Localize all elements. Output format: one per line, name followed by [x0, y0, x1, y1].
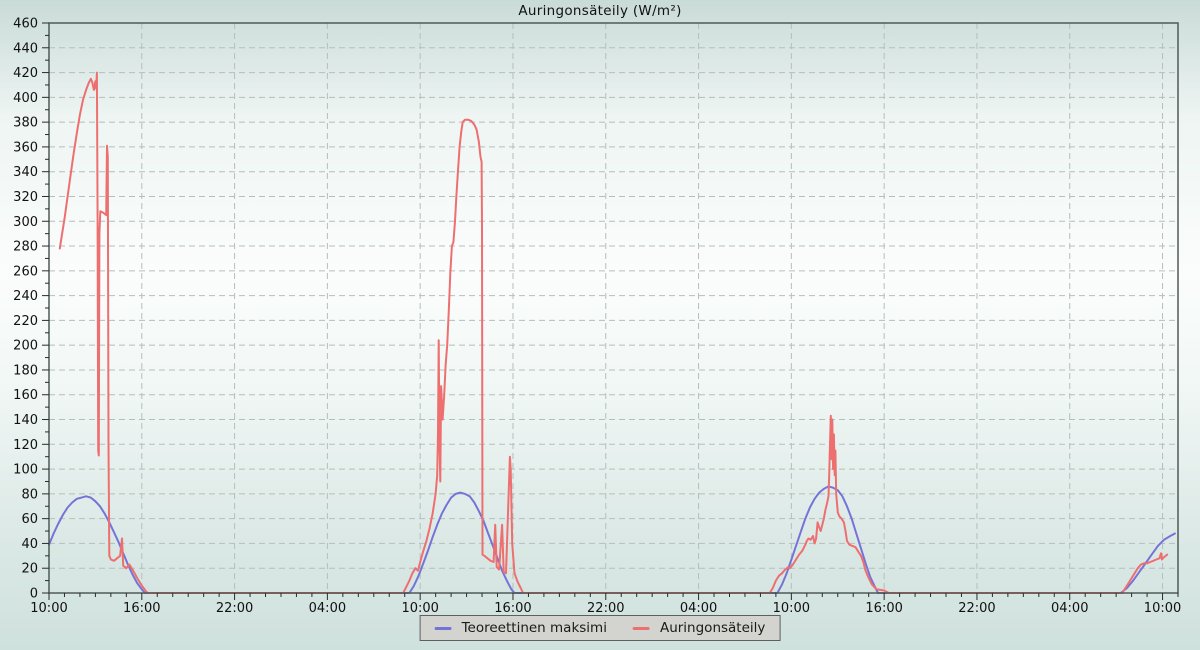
svg-text:04:00: 04:00: [680, 601, 717, 616]
svg-text:20: 20: [21, 562, 38, 577]
svg-text:100: 100: [13, 463, 38, 478]
legend: Teoreettinen maksimi Auringonsäteily: [419, 615, 781, 641]
svg-text:460: 460: [13, 17, 38, 32]
svg-text:380: 380: [13, 116, 38, 131]
svg-text:22:00: 22:00: [216, 601, 253, 616]
svg-text:360: 360: [13, 140, 38, 155]
svg-text:16:00: 16:00: [494, 601, 531, 616]
svg-text:10:00: 10:00: [773, 601, 810, 616]
legend-line-marker-red-icon: [632, 626, 650, 630]
legend-label-auringonsateily: Auringonsäteily: [659, 620, 766, 636]
svg-text:220: 220: [13, 314, 38, 329]
svg-text:10:00: 10:00: [30, 601, 67, 616]
svg-text:340: 340: [13, 165, 38, 180]
svg-text:140: 140: [13, 413, 38, 428]
svg-text:10:00: 10:00: [1144, 601, 1181, 616]
legend-item-teoreettinen-maksimi: Teoreettinen maksimi: [434, 620, 607, 636]
svg-text:280: 280: [13, 240, 38, 255]
legend-label-teoreettinen-maksimi: Teoreettinen maksimi: [461, 620, 607, 636]
svg-text:180: 180: [13, 363, 38, 378]
svg-text:22:00: 22:00: [958, 601, 995, 616]
svg-text:80: 80: [21, 487, 38, 502]
svg-text:200: 200: [13, 339, 38, 354]
svg-text:160: 160: [13, 388, 38, 403]
svg-text:120: 120: [13, 438, 38, 453]
legend-item-auringonsateily: Auringonsäteily: [632, 620, 766, 636]
svg-text:16:00: 16:00: [865, 601, 902, 616]
svg-text:240: 240: [13, 289, 38, 304]
svg-text:260: 260: [13, 264, 38, 279]
svg-text:22:00: 22:00: [587, 601, 624, 616]
svg-text:400: 400: [13, 91, 38, 106]
svg-text:440: 440: [13, 41, 38, 56]
svg-text:420: 420: [13, 66, 38, 81]
svg-text:04:00: 04:00: [309, 601, 346, 616]
svg-text:320: 320: [13, 190, 38, 205]
legend-line-marker-blue-icon: [434, 626, 452, 630]
svg-text:0: 0: [30, 587, 38, 602]
svg-text:16:00: 16:00: [123, 601, 160, 616]
chart-title: Auringonsäteily (W/m²): [518, 3, 682, 19]
svg-text:40: 40: [21, 537, 38, 552]
svg-text:60: 60: [21, 512, 38, 527]
svg-text:10:00: 10:00: [401, 601, 438, 616]
svg-text:04:00: 04:00: [1051, 601, 1088, 616]
svg-text:300: 300: [13, 215, 38, 230]
